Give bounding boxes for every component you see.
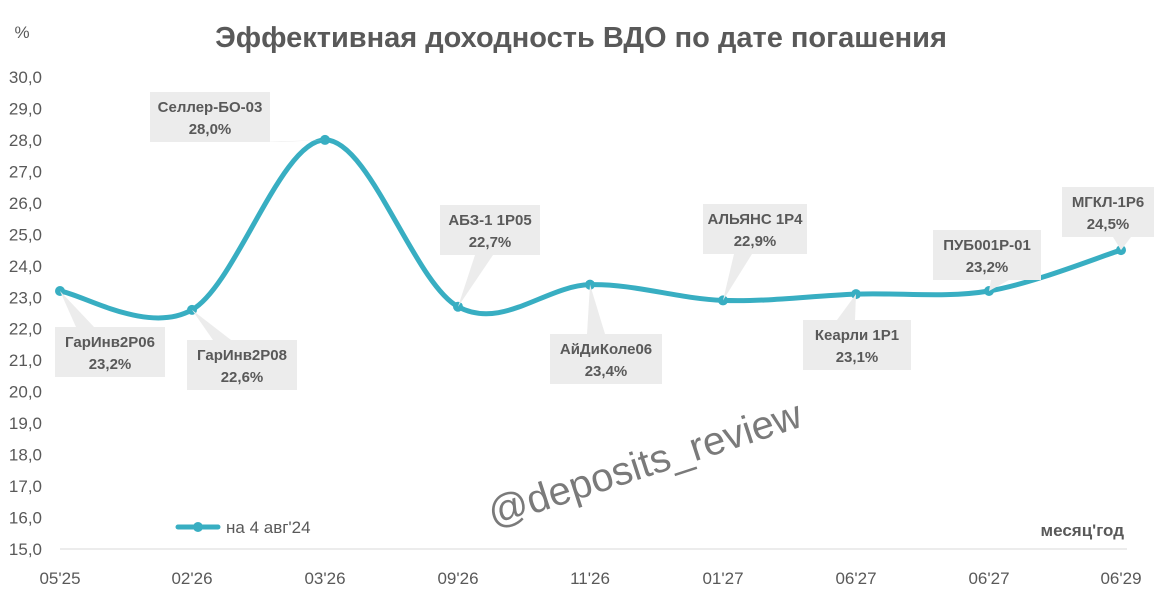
data-label-box [703,204,807,254]
data-label-value: 22,7% [469,234,512,251]
watermark: @deposits_review [482,392,807,535]
data-label-name: Селлер-БО-03 [158,99,263,116]
data-label-box [933,230,1041,280]
data-label-value: 24,5% [1087,216,1130,233]
y-axis-unit: % [14,23,29,42]
data-label-box [55,327,165,377]
x-tick-label: 09'26 [437,569,478,588]
data-label-value: 23,2% [89,356,132,373]
x-tick-label: 05'25 [39,569,80,588]
data-label-box [150,92,270,142]
data-label: ГарИнв2Р06 23,2% [55,290,165,377]
data-label: АЛЬЯНС 1Р4 22,9% [703,204,807,301]
data-label-box [550,334,662,384]
data-label-name: АБЗ-1 1Р05 [448,212,531,229]
data-label: Кеарли 1Р1 23,1% [803,294,911,370]
data-label-pointer [458,255,493,307]
data-label-name: Кеарли 1Р1 [815,327,899,344]
x-axis-ticks: 05'25 02'26 03'26 09'26 11'26 01'27 06'27 06'27… [39,569,1141,588]
legend-series-name: на 4 авг'24 [226,518,311,537]
data-label-pointer [192,309,231,340]
data-label-box [803,320,911,370]
y-tick-label: 20,0 [9,383,42,402]
series-line-group [57,137,1124,321]
series-line [57,137,1124,321]
data-label-name: АйДиКоле06 [560,341,652,358]
data-label-pointer [989,280,1009,291]
y-tick-label: 28,0 [9,131,42,150]
y-tick-label: 26,0 [9,194,42,213]
y-tick-label: 23,0 [9,288,42,307]
data-label-value: 22,9% [734,233,777,250]
legend: на 4 авг'24 [175,518,311,537]
data-label-name: МГКЛ-1Р6 [1072,194,1144,211]
y-tick-label: 22,0 [9,320,42,339]
data-label-box [1062,187,1154,237]
y-tick-label: 17,0 [9,477,42,496]
y-tick-label: 25,0 [9,225,42,244]
data-label-name: ГарИнв2Р06 [65,334,155,351]
data-label-pointer [263,139,325,142]
data-label-pointer [837,294,856,320]
x-tick-label: 06'27 [835,569,876,588]
data-label-name: АЛЬЯНС 1Р4 [707,211,803,228]
x-tick-label: 06'29 [1100,569,1141,588]
y-tick-label: 18,0 [9,446,42,465]
data-label-value: 28,0% [189,121,232,138]
data-label-value: 23,2% [966,259,1009,276]
data-label-name: ПУБ001Р-01 [943,237,1031,254]
data-label-pointer [1113,237,1131,251]
y-tick-label: 29,0 [9,99,42,118]
data-label-pointer [60,290,94,327]
data-label-box [440,205,540,255]
x-tick-label: 11'26 [570,569,610,588]
y-tick-label: 27,0 [9,162,42,181]
data-label: АйДиКоле06 23,4% [550,284,662,384]
y-tick-label: 30,0 [9,68,42,87]
y-tick-label: 16,0 [9,509,42,528]
y-tick-label: 19,0 [9,414,42,433]
data-label: МГКЛ-1Р6 24,5% [1062,187,1154,251]
data-label: ГарИнв2Р08 22,6% [187,309,297,390]
data-label-pointer [587,284,605,334]
chart-title: Эффективная доходность ВДО по дате погаш… [215,22,947,54]
x-tick-label: 03'26 [304,569,345,588]
data-label-name: ГарИнв2Р08 [197,347,287,364]
x-tick-label: 01'27 [702,569,743,588]
data-label: АБЗ-1 1Р05 22,7% [440,205,540,307]
data-labels: ГарИнв2Р06 23,2% ГарИнв2Р08 22,6% Селлер-БО-… [55,92,1154,390]
x-axis-label: месяц'год [1041,521,1125,540]
data-label: Селлер-БО-03 28,0% [150,92,325,142]
data-label-value: 22,6% [221,369,264,386]
y-axis-ticks: 15,0 16,0 17,0 18,0 19,0 20,0 21,0 22,0 23,0 24,0… [9,68,42,559]
x-tick-label: 06'27 [968,569,1009,588]
legend-point-marker [193,522,203,532]
data-label-pointer [723,254,752,301]
y-tick-label: 21,0 [9,351,42,370]
y-tick-label: 24,0 [9,257,42,276]
y-tick-label: 15,0 [9,540,42,559]
x-tick-label: 02'26 [171,569,212,588]
data-label-value: 23,1% [836,349,879,366]
data-label: ПУБ001Р-01 23,2% [933,230,1041,291]
data-label-value: 23,4% [585,363,628,380]
data-label-box [187,340,297,390]
